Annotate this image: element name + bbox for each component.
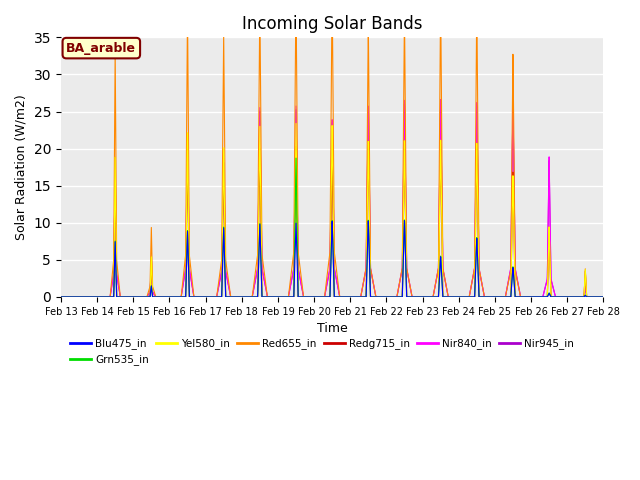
Legend: Blu475_in, Grn535_in, Yel580_in, Red655_in, Redg715_in, Nir840_in, Nir945_in: Blu475_in, Grn535_in, Yel580_in, Red655_… bbox=[66, 334, 579, 370]
X-axis label: Time: Time bbox=[317, 322, 348, 335]
Title: Incoming Solar Bands: Incoming Solar Bands bbox=[242, 15, 422, 33]
Text: BA_arable: BA_arable bbox=[67, 42, 136, 55]
Y-axis label: Solar Radiation (W/m2): Solar Radiation (W/m2) bbox=[15, 94, 28, 240]
